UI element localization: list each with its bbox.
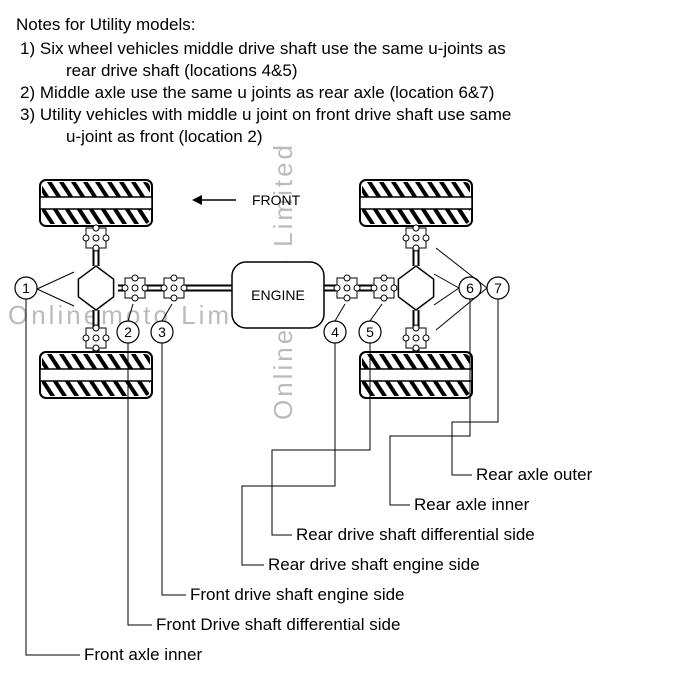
front-label: FRONT — [252, 192, 301, 208]
callout-number: 5 — [366, 324, 374, 340]
callout-number: 1 — [22, 280, 30, 296]
notes-title: Notes for Utility models: — [16, 14, 684, 36]
tire — [0, 352, 210, 398]
differential — [78, 266, 113, 310]
leader-label: Rear axle inner — [414, 495, 530, 514]
note-3: 3) Utility vehicles with middle u joint … — [20, 104, 684, 148]
leader-line — [162, 343, 186, 595]
u-joint — [334, 275, 360, 301]
callout-number: 3 — [158, 324, 166, 340]
u-joint — [122, 275, 148, 301]
callout-number: 4 — [331, 324, 339, 340]
u-joint — [161, 275, 187, 301]
tire — [0, 180, 210, 226]
u-joint — [83, 325, 109, 351]
u-joint — [371, 275, 397, 301]
callout-number: 2 — [124, 324, 132, 340]
leader-label: Rear drive shaft differential side — [296, 525, 535, 544]
leader-label: Front drive shaft engine side — [190, 585, 405, 604]
leader-label: Rear axle outer — [476, 465, 593, 484]
differential — [398, 266, 433, 310]
leader-line — [390, 299, 470, 505]
u-joint — [403, 325, 429, 351]
u-joint — [403, 225, 429, 251]
notes-list: 1) Six wheel vehicles middle drive shaft… — [16, 38, 684, 148]
engine-label: ENGINE — [251, 287, 305, 303]
callout-number: 7 — [494, 280, 502, 296]
u-joint — [83, 225, 109, 251]
note-2: 2) Middle axle use the same u joints as … — [20, 82, 684, 104]
callout-number: 6 — [466, 280, 474, 296]
tire — [320, 180, 530, 226]
leader-line — [272, 343, 370, 535]
leader-label: Front axle inner — [84, 645, 202, 664]
leader-label: Front Drive shaft differential side — [156, 615, 400, 634]
drivetrain-diagram: Onlinemoto Limited Onlinemoto Limited EN… — [0, 150, 700, 700]
note-1: 1) Six wheel vehicles middle drive shaft… — [20, 38, 684, 82]
leader-label: Rear drive shaft engine side — [268, 555, 480, 574]
